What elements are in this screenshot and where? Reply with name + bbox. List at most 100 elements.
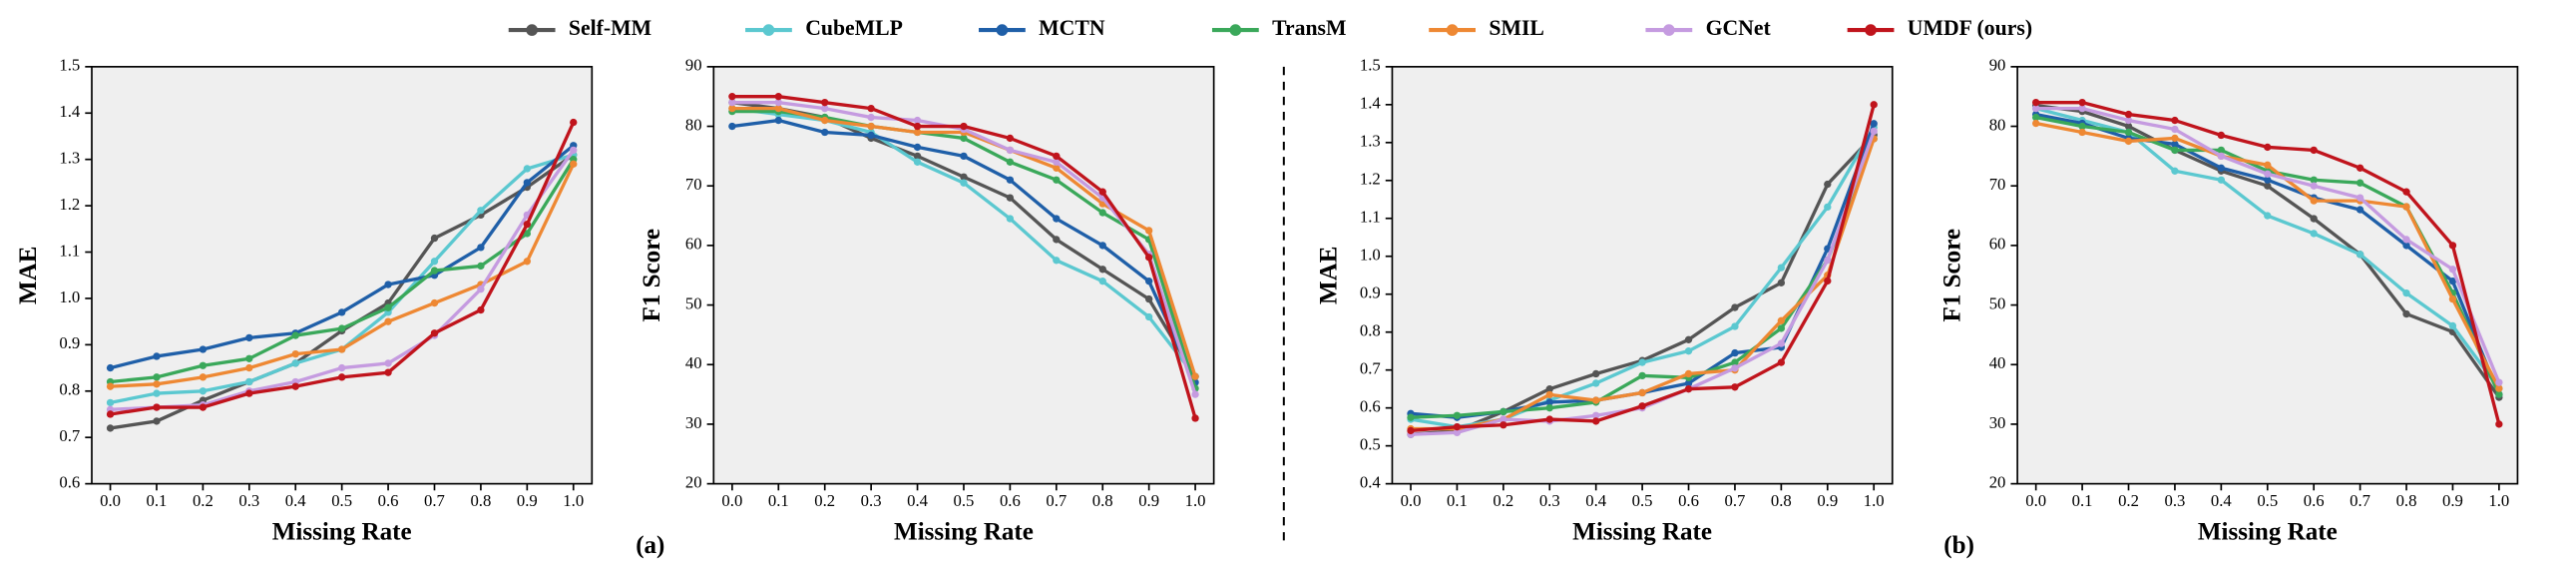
data-point xyxy=(245,377,253,386)
data-point xyxy=(2310,230,2318,238)
x-tick-label: 0.8 xyxy=(1092,491,1113,510)
data-point xyxy=(1777,324,1786,332)
data-point xyxy=(913,143,922,152)
data-point xyxy=(1684,379,1693,387)
series xyxy=(106,156,578,386)
data-point xyxy=(199,387,208,395)
data-point xyxy=(430,329,439,337)
x-tick-label: 0.5 xyxy=(954,491,975,510)
data-point xyxy=(1500,407,1507,416)
x-tick-label: 0.3 xyxy=(238,491,259,510)
x-tick-label: 0.8 xyxy=(2396,491,2417,510)
data-point xyxy=(523,220,532,229)
legend-marker xyxy=(1662,24,1675,36)
data-point xyxy=(1684,369,1693,378)
data-point xyxy=(2402,236,2410,244)
data-point xyxy=(821,104,829,113)
data-point xyxy=(2124,122,2133,131)
data-point xyxy=(1592,396,1600,404)
panel-label: (b) xyxy=(1943,532,1974,559)
data-point xyxy=(1545,415,1553,423)
data-point xyxy=(1592,411,1600,419)
data-point xyxy=(1545,398,1553,406)
data-point xyxy=(2310,146,2318,155)
data-point xyxy=(430,298,439,307)
data-point xyxy=(2310,215,2318,223)
data-point xyxy=(337,363,346,372)
data-point xyxy=(2171,125,2179,134)
y-tick-label: 1.2 xyxy=(59,195,80,214)
x-axis-label: Missing Rate xyxy=(1572,519,1712,546)
y-tick-label: 0.4 xyxy=(1360,472,1382,491)
x-tick-label: 0.7 xyxy=(2350,491,2370,510)
data-point xyxy=(1144,312,1153,321)
x-tick-label: 0.9 xyxy=(1817,491,1838,510)
data-point xyxy=(2031,113,2040,122)
x-axis-label: Missing Rate xyxy=(272,519,412,546)
x-tick-label: 0.5 xyxy=(331,491,352,510)
data-point xyxy=(1777,339,1786,347)
x-tick-label: 0.7 xyxy=(1725,491,1746,510)
data-point xyxy=(1592,417,1600,425)
y-tick-label: 90 xyxy=(685,56,702,75)
data-point xyxy=(728,98,736,107)
x-tick-label: 1.0 xyxy=(1185,491,1206,510)
data-point xyxy=(2031,98,2040,107)
data-point xyxy=(2124,137,2133,146)
x-tick-label: 0.6 xyxy=(378,491,399,510)
data-point xyxy=(106,363,115,372)
data-point xyxy=(2078,104,2086,113)
data-point xyxy=(2356,164,2364,172)
data-point xyxy=(1777,316,1786,324)
data-point xyxy=(821,116,829,125)
y-tick-label: 50 xyxy=(685,293,702,312)
legend-marker xyxy=(1446,24,1459,36)
y-tick-label: 50 xyxy=(1989,293,2006,312)
x-tick-label: 1.0 xyxy=(1864,491,1885,510)
data-point xyxy=(337,324,346,332)
data-point xyxy=(245,354,253,362)
x-tick-label: 0.0 xyxy=(721,491,742,510)
panel-label: (a) xyxy=(636,532,664,559)
y-tick-label: 1.4 xyxy=(1360,94,1382,113)
data-point xyxy=(728,104,736,113)
x-tick-label: 0.9 xyxy=(2442,491,2463,510)
data-point xyxy=(867,113,875,122)
data-point xyxy=(2171,146,2179,155)
data-point xyxy=(1098,278,1106,285)
data-point xyxy=(245,363,253,372)
data-point xyxy=(1407,413,1415,421)
data-point xyxy=(1144,227,1153,235)
data-point xyxy=(1006,158,1015,167)
y-tick-label: 0.8 xyxy=(1360,321,1381,340)
data-point xyxy=(1731,303,1739,311)
data-point xyxy=(2448,278,2457,285)
series xyxy=(728,93,1199,422)
x-tick-label: 0.6 xyxy=(1678,491,1699,510)
x-tick-label: 0.8 xyxy=(470,491,491,510)
x-tick-label: 0.4 xyxy=(907,491,929,510)
data-point xyxy=(728,122,736,131)
data-point xyxy=(821,98,829,107)
data-point xyxy=(2078,122,2086,131)
data-point xyxy=(1824,180,1832,189)
data-point xyxy=(2217,152,2226,161)
data-point xyxy=(2217,131,2226,140)
x-tick-label: 0.6 xyxy=(1000,491,1021,510)
data-point xyxy=(2310,182,2318,190)
data-point xyxy=(1500,415,1507,423)
data-point xyxy=(153,417,161,425)
legend-label: Self-MM xyxy=(569,16,651,40)
data-point xyxy=(1053,176,1061,184)
y-tick-label: 20 xyxy=(1989,472,2006,491)
data-point xyxy=(1500,421,1507,429)
data-point xyxy=(867,104,875,113)
data-point xyxy=(2495,390,2503,398)
data-point xyxy=(153,389,161,397)
data-point xyxy=(106,410,115,418)
data-point xyxy=(1191,414,1199,422)
x-tick-label: 0.1 xyxy=(768,491,789,510)
data-point xyxy=(2171,134,2179,143)
data-point xyxy=(2031,104,2040,113)
data-point xyxy=(1731,322,1739,330)
